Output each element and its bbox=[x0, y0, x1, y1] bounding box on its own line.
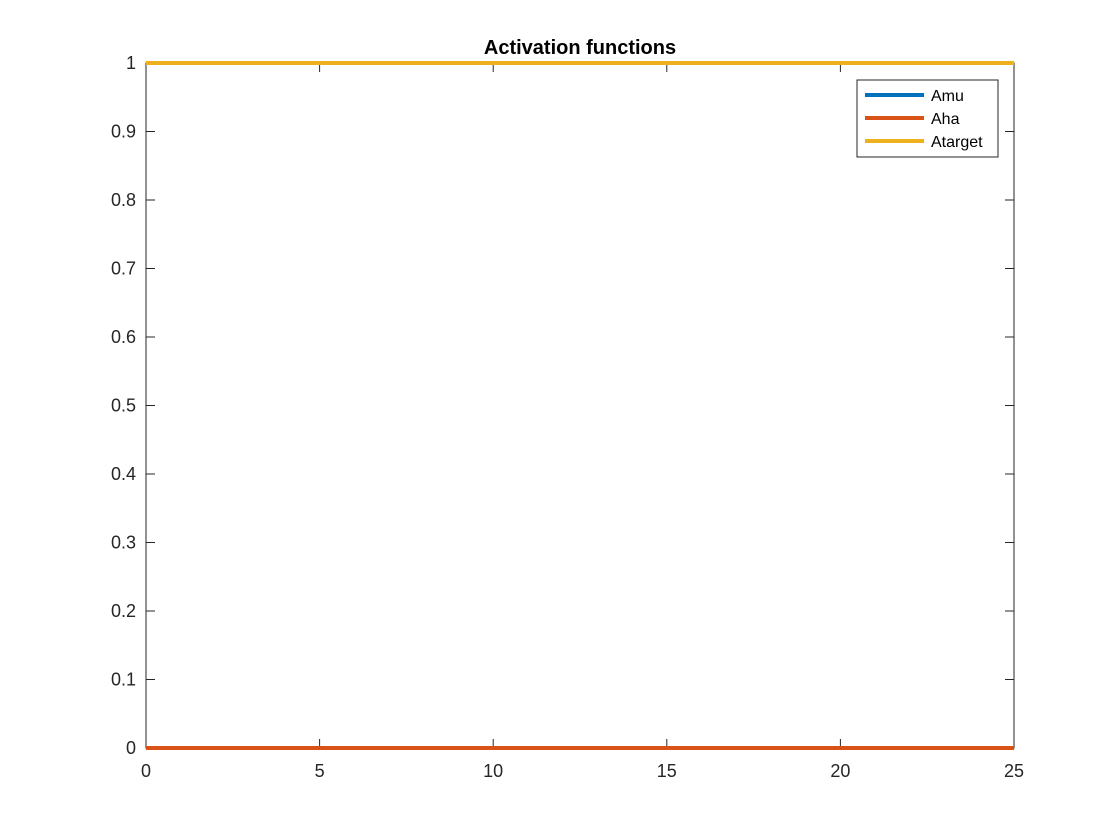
y-tick-label: 0.7 bbox=[111, 259, 136, 279]
series-lines bbox=[146, 61, 1014, 750]
plot-box bbox=[145, 62, 1015, 749]
chart-title: Activation functions bbox=[484, 37, 676, 59]
y-tick-label: 1 bbox=[126, 53, 136, 73]
legend: Amu Aha Atarget bbox=[856, 79, 999, 158]
y-tick-label: 0.6 bbox=[111, 327, 136, 347]
y-tick-label: 0.3 bbox=[111, 533, 136, 553]
x-tick-label: 10 bbox=[483, 761, 503, 781]
x-tick-label: 20 bbox=[830, 761, 850, 781]
y-tick-label: 0.1 bbox=[111, 670, 136, 690]
x-tick-label: 25 bbox=[1004, 761, 1024, 781]
y-tick-label: 0.5 bbox=[111, 396, 136, 416]
x-tick-label: 5 bbox=[315, 761, 325, 781]
legend-label: Amu bbox=[931, 88, 964, 105]
y-tick-label: 0.4 bbox=[111, 464, 136, 484]
plot-area bbox=[145, 62, 1015, 749]
y-tick-label: 0 bbox=[126, 738, 136, 758]
x-tick-label: 0 bbox=[141, 761, 151, 781]
ticks: 0 5 10 15 20 25 0 0.1 0.2 0.3 0.4 0.5 0.6 0.7 0.8 0.9 1 bbox=[111, 53, 1024, 781]
y-tick-label: 0.2 bbox=[111, 601, 136, 621]
y-tick-label: 0.8 bbox=[111, 190, 136, 210]
legend-label: Aha bbox=[931, 111, 960, 128]
y-tick-label: 0.9 bbox=[111, 122, 136, 142]
x-tick-label: 15 bbox=[657, 761, 677, 781]
legend-label: Atarget bbox=[931, 134, 983, 151]
